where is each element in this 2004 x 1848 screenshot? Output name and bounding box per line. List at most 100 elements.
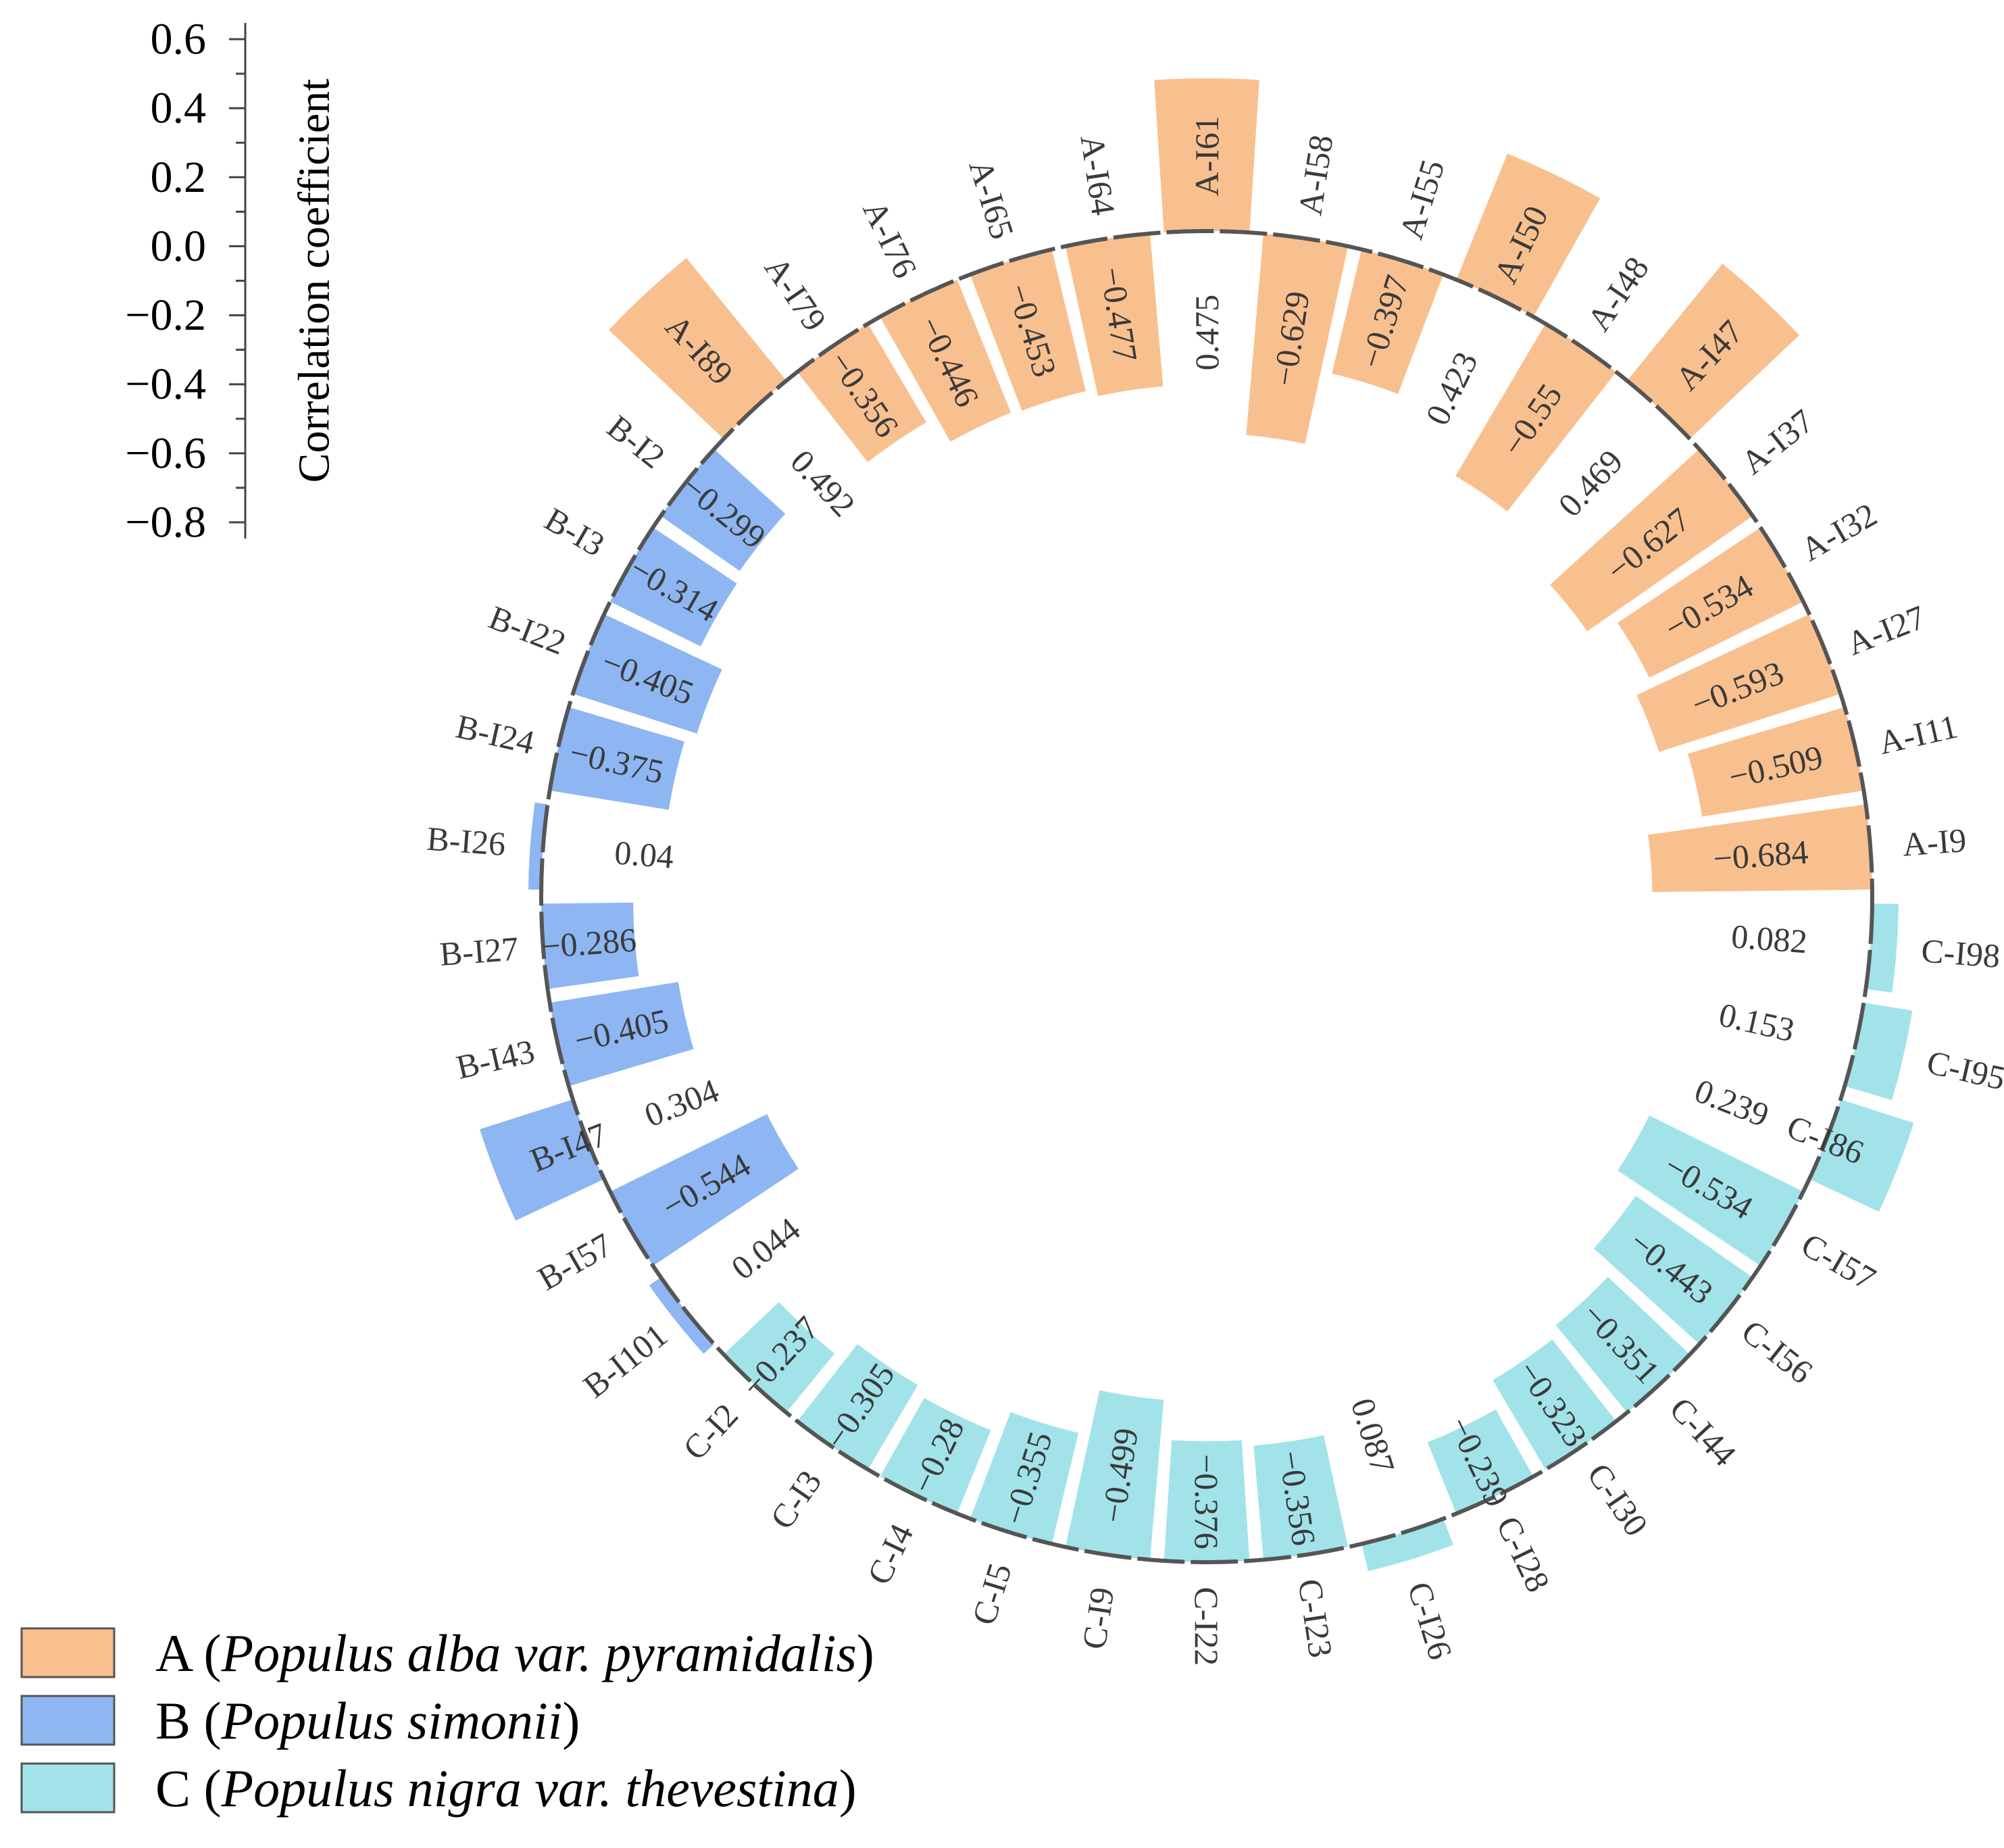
category-label-b-i26: B-I26 [426,820,507,864]
category-label-a-i11: A-I11 [1875,707,1961,761]
bar-c-i9 [1065,1390,1164,1560]
bar-b-i57 [610,1114,799,1266]
value-label-b-i101: 0.044 [724,1210,807,1287]
category-label-c-i22: C-I22 [1188,1587,1226,1666]
bar-b-i43 [549,982,694,1087]
category-label-b-i27: B-I27 [439,929,520,973]
category-label-b-i101: B-I101 [576,1316,674,1405]
category-label-c-i3: C-I3 [763,1464,829,1536]
category-label-c-i26: C-I26 [1401,1578,1460,1664]
axis-title: Correlation coefficient [290,78,339,482]
legend-swatch-c [20,1762,116,1814]
category-label-a-i37: A-I37 [1734,402,1820,482]
bar-c-i56 [1593,1195,1753,1345]
bar-b-i27 [541,902,639,989]
bar-b-i24 [549,707,684,810]
category-label-a-i27: A-I27 [1842,598,1931,663]
bar-a-i64 [1065,233,1163,397]
bar-c-i86 [1809,1099,1914,1212]
axis-tick-label: −0.6 [125,428,206,478]
category-label-b-i22: B-I22 [484,598,571,662]
category-label-c-i9: C-I9 [1075,1584,1122,1651]
legend-swatch-a [20,1627,116,1678]
bar-a-i65 [970,249,1086,411]
bar-a-i11 [1687,707,1864,817]
category-label-c-i95: C-I95 [1924,1043,2004,1097]
value-label-c-i95: 0.153 [1715,995,1798,1049]
bar-c-i22 [1163,1440,1250,1562]
value-label-c-i86: 0.239 [1690,1071,1774,1134]
bar-a-i9 [1648,804,1872,893]
axis-tick-label: 0.6 [151,15,207,64]
bar-b-i22 [572,614,722,734]
category-label-c-i4: C-I4 [859,1518,920,1591]
value-label-a-i61: 0.475 [1188,295,1226,371]
legend-label-b: B (Populus simonii) [155,1691,580,1750]
bar-c-i30 [1493,1339,1617,1470]
bar-b-i3 [610,527,737,647]
category-label-b-i2: B-I2 [600,407,672,476]
legend: A (Populus alba var. pyramidalis) B (Popu… [20,1624,874,1818]
category-label-c-i30: C-I30 [1580,1456,1655,1543]
bar-c-i57 [1618,1115,1803,1266]
bar-a-i89 [609,257,786,439]
category-label-c-i57: C-I57 [1795,1226,1882,1298]
bar-c-i5 [970,1412,1079,1544]
bar-c-i28 [1427,1409,1534,1514]
value-label-b-i27: −0.286 [540,920,637,965]
category-label-a-i64: A-I64 [1073,132,1122,218]
category-label-c-i23: C-I23 [1291,1576,1341,1660]
axis-tick-label: −0.8 [125,498,206,547]
bar-c-i95 [1845,1002,1913,1101]
axis-tick-label: 0.0 [151,222,207,271]
axis-tick-label: −0.2 [125,291,206,340]
category-label-a-i9: A-I9 [1901,821,1968,864]
bar-b-i26 [528,802,548,890]
bar-b-i2 [661,449,786,572]
bar-a-i27 [1636,614,1841,752]
value-label-a-i89: 0.492 [783,443,863,524]
category-label-c-i2: C-I2 [676,1396,745,1467]
legend-label-a: A (Populus alba var. pyramidalis) [155,1624,874,1682]
value-label-c-i22: −0.376 [1188,1454,1226,1549]
bar-c-i2 [723,1301,835,1413]
value-label-c-i26: 0.087 [1344,1394,1403,1478]
category-label-b-i3: B-I3 [538,500,611,564]
bar-a-i47 [1627,264,1800,439]
bar-a-i37 [1550,449,1753,632]
category-label-a-i79: A-I79 [757,250,834,338]
bar-a-i76 [880,279,1011,442]
category-label-a-i32: A-I32 [1795,495,1883,568]
category-label-b-i57: B-I57 [531,1226,618,1298]
bar-a-i32 [1618,527,1803,678]
bar-c-i4 [880,1398,991,1514]
value-label-b-i47: 0.304 [639,1071,724,1134]
bar-a-i61 [1154,78,1259,233]
category-label-c-i44: C-I44 [1662,1390,1743,1474]
category-label-b-i24: B-I24 [453,707,538,761]
bars [480,78,1914,1572]
bar-a-i48 [1455,324,1617,511]
category-label-c-i98: C-I98 [1920,931,2002,975]
category-label-a-i61: A-I61 [1188,116,1226,196]
category-label-c-i28: C-I28 [1489,1510,1557,1597]
baseline-ring [539,229,1874,1564]
category-label-a-i76: A-I76 [855,195,924,284]
value-label-a-i47: 0.469 [1551,443,1630,524]
category-label-c-i5: C-I5 [964,1559,1019,1629]
bar-a-i79 [797,324,926,463]
category-label-b-i43: B-I43 [453,1032,538,1087]
category-label-a-i55: A-I55 [1392,155,1452,244]
value-label-c-i98: 0.082 [1730,917,1808,960]
bar-c-i26 [1361,1518,1453,1572]
category-label-a-i65: A-I65 [961,155,1022,244]
category-label-c-i56: C-I56 [1734,1312,1820,1391]
bar-a-i55 [1332,249,1444,394]
category-label-a-i58: A-I58 [1291,132,1340,218]
bar-b-i47 [480,1099,605,1221]
bar-a-i50 [1456,153,1601,317]
bar-c-i23 [1253,1434,1349,1560]
y-axis-scale: 0.6 0.4 0.2 0.0 −0.2 −0.4 −0.6 −0.8 Correlation … [125,15,339,547]
legend-label-c: C (Populus nigra var. thevestina) [155,1759,857,1818]
bar-c-i3 [797,1344,918,1470]
